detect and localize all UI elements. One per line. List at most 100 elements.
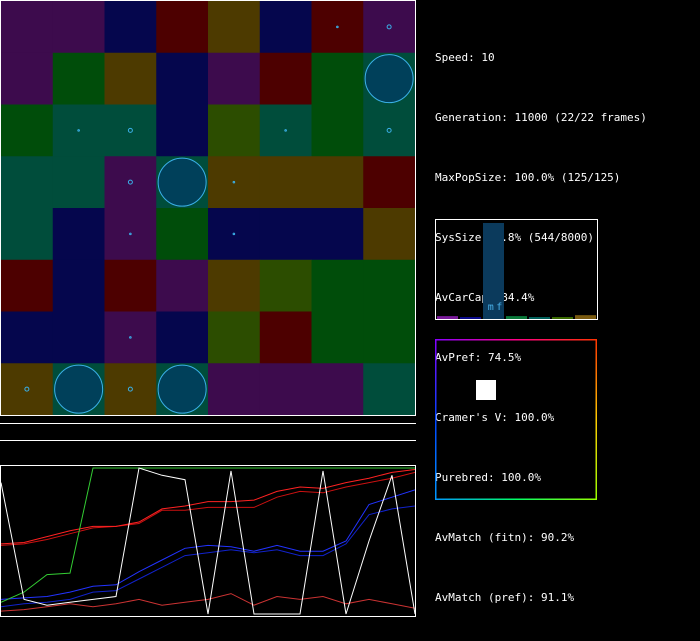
grid-cell[interactable] — [156, 208, 209, 261]
grid-cell[interactable] — [363, 311, 415, 364]
grid-cell[interactable] — [156, 311, 209, 364]
grid-cell[interactable] — [52, 156, 105, 209]
grid-cell[interactable] — [52, 1, 105, 54]
grid-cell[interactable] — [104, 156, 157, 209]
grid-cell[interactable] — [104, 259, 157, 312]
grid-cell[interactable] — [1, 52, 54, 105]
organism-circle — [54, 364, 104, 414]
grid-cell[interactable] — [156, 259, 209, 312]
organism-circle — [232, 232, 236, 236]
world-grid[interactable] — [0, 0, 416, 416]
grid-cell[interactable] — [363, 156, 415, 209]
grid-cell[interactable] — [363, 208, 415, 261]
purebred-stat: Purebred: 100.0% — [435, 471, 541, 484]
hue-border-top — [435, 339, 597, 341]
grid-cell[interactable] — [259, 311, 312, 364]
avmatch-fitn-stat: AvMatch (fitn): 90.2% — [435, 531, 575, 544]
organism-circle — [157, 364, 207, 414]
grid-cell[interactable] — [208, 311, 261, 364]
grid-cell[interactable] — [311, 363, 364, 415]
organism-circle — [77, 129, 80, 132]
grid-cell[interactable] — [156, 104, 209, 157]
grid-cell[interactable] — [1, 363, 54, 415]
maxpopsize-stat: MaxPopSize: 100.0% (125/125) — [435, 171, 621, 184]
organism-circle — [127, 386, 133, 392]
organism-circle — [127, 179, 133, 185]
organism-circle — [157, 157, 207, 207]
grid-cell[interactable] — [1, 208, 54, 261]
grid-cell[interactable] — [1, 104, 54, 157]
hue-border-right — [595, 339, 597, 500]
grid-cell[interactable] — [208, 52, 261, 105]
history-line-pink — [0, 593, 416, 612]
history-line-blue2 — [0, 505, 416, 608]
histogram-bar — [483, 223, 504, 319]
grid-cell[interactable] — [208, 104, 261, 157]
grid-cell[interactable] — [259, 208, 312, 261]
grid-cell[interactable] — [363, 1, 415, 54]
histogram-bar — [437, 316, 458, 319]
grid-cell[interactable] — [311, 156, 364, 209]
history-graph — [0, 465, 416, 617]
history-line-blue1 — [0, 489, 416, 600]
grid-cell[interactable] — [52, 208, 105, 261]
histogram-label: m — [488, 302, 494, 313]
grid-cell[interactable] — [156, 1, 209, 54]
hue-border-left — [435, 339, 437, 500]
organism-circle — [129, 336, 132, 339]
grid-cell[interactable] — [52, 52, 105, 105]
histogram-bar — [529, 317, 550, 319]
stats-panel: Speed: 10 Generation: 11000 (22/22 frame… — [435, 8, 647, 628]
speed-stat: Speed: 10 — [435, 51, 495, 64]
grid-cell[interactable] — [1, 156, 54, 209]
history-line-red1 — [0, 469, 416, 545]
history-line-green — [0, 467, 415, 603]
grid-cell[interactable] — [156, 52, 209, 105]
avmatch-pref-stat: AvMatch (pref): 91.1% — [435, 591, 575, 604]
grid-cell[interactable] — [259, 259, 312, 312]
organism-circle — [386, 127, 392, 133]
avcarcap-stat: AvCarCap: 84.4% — [435, 291, 535, 304]
grid-cell[interactable] — [259, 363, 312, 415]
grid-cell[interactable] — [104, 363, 157, 415]
grid-cell[interactable] — [104, 1, 157, 54]
grid-cell[interactable] — [363, 363, 415, 415]
hue-square-panel — [435, 339, 597, 500]
history-line-red2 — [0, 471, 416, 546]
grid-cell[interactable] — [311, 311, 364, 364]
hue-border-bottom — [435, 498, 597, 500]
grid-cell[interactable] — [311, 259, 364, 312]
grid-cell[interactable] — [208, 259, 261, 312]
histogram-bar — [506, 316, 527, 319]
grid-cell[interactable] — [311, 208, 364, 261]
grid-cell[interactable] — [259, 1, 312, 54]
grid-cell[interactable] — [311, 104, 364, 157]
avpref-stat: AvPref: 74.5% — [435, 351, 522, 364]
histogram-bar — [460, 317, 481, 319]
grid-cell[interactable] — [104, 104, 157, 157]
grid-cell[interactable] — [1, 1, 54, 54]
generation-stat: Generation: 11000 (22/22 frames) — [435, 111, 647, 124]
grid-cell[interactable] — [259, 52, 312, 105]
grid-cell[interactable] — [363, 104, 415, 157]
organism-circle — [364, 54, 414, 104]
grid-cell[interactable] — [1, 311, 54, 364]
separator-bar — [0, 423, 416, 441]
population-marker — [476, 380, 496, 400]
grid-cell[interactable] — [104, 52, 157, 105]
grid-cell[interactable] — [208, 1, 261, 54]
grid-cell[interactable] — [208, 363, 261, 415]
organism-circle — [24, 386, 30, 392]
history-line-white — [0, 467, 416, 615]
organism-circle — [336, 25, 339, 29]
grid-cell[interactable] — [52, 311, 105, 364]
grid-cell[interactable] — [1, 259, 54, 312]
grid-cell[interactable] — [52, 259, 105, 312]
histogram-bar — [575, 315, 596, 319]
grid-cell[interactable] — [311, 52, 364, 105]
histogram-bar — [552, 317, 573, 319]
grid-cell[interactable] — [259, 156, 312, 209]
histogram-label: f — [496, 302, 502, 313]
grid-cell[interactable] — [363, 259, 415, 312]
